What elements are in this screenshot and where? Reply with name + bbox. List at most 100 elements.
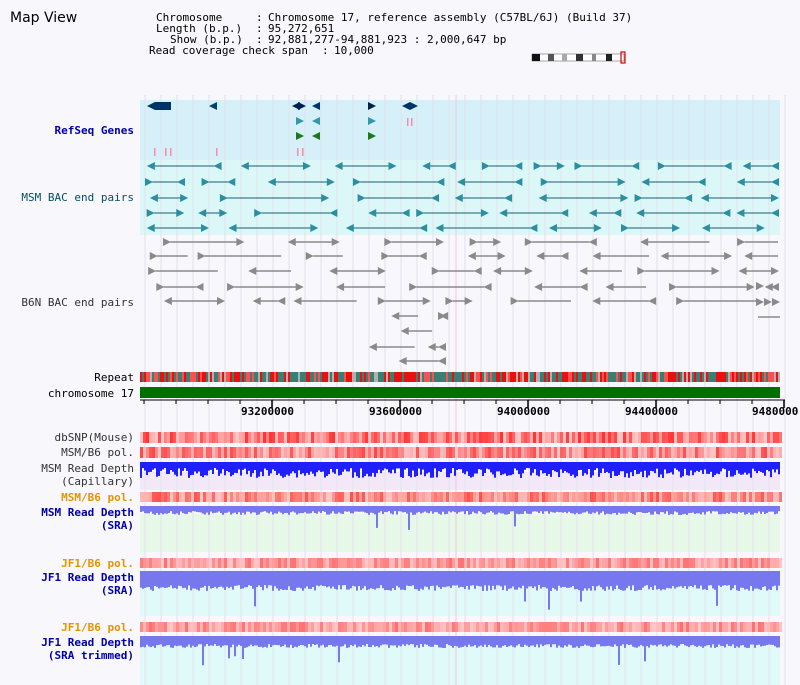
jf1-trim-depth-bar	[394, 636, 396, 646]
jf1-trim-depth-bar	[158, 636, 160, 645]
jf1-pol2-heat-cell	[230, 622, 233, 632]
msm-sra-depth-bar	[612, 506, 614, 514]
jf1-trim-depth-bar	[722, 636, 724, 647]
jf1-pol-heat-cell	[215, 558, 218, 568]
jf1-trim-depth-bar	[342, 636, 344, 647]
msm-pol2-heat-cell	[683, 492, 686, 502]
jf1-pol2-heat-cell	[473, 622, 476, 632]
jf1-sra-depth-bar	[260, 571, 262, 587]
b6n-bac-end-arrow	[579, 283, 588, 291]
jf1-pol-heat-cell	[773, 558, 776, 568]
msm-capillary-depth-bar	[194, 462, 196, 472]
jf1-pol2-heat-cell	[317, 622, 320, 632]
jf1-pol-heat-cell	[428, 558, 431, 568]
jf1-pol-heat-cell	[647, 558, 650, 568]
jf1-sra-depth-bar	[254, 571, 256, 607]
msm-capillary-depth-bar	[354, 462, 356, 473]
repeat-segment	[388, 372, 390, 382]
jf1-pol2-heat-cell	[224, 622, 227, 632]
jf1-sra-depth-bar	[466, 571, 468, 587]
msm-capillary-depth-bar	[358, 462, 360, 478]
jf1-trim-depth-bar	[358, 636, 360, 647]
msm-sra-depth-bar	[150, 506, 152, 512]
dbsnp-heat-cell	[419, 432, 422, 443]
msm-bac-end-arrow	[756, 224, 765, 232]
jf1-sra-depth-bar	[380, 571, 382, 586]
repeat-segment	[336, 372, 338, 382]
repeat-segment	[498, 372, 500, 382]
msm-bac-end-arrow	[267, 178, 276, 186]
b6n-bac-end-arrow	[331, 238, 340, 246]
msm-sra-depth-bar	[456, 506, 458, 514]
repeat-segment	[664, 372, 666, 382]
msm-sra-depth-bar	[476, 506, 478, 514]
dbsnp-heat-cell	[146, 432, 149, 443]
msm-sra-depth-bar	[690, 506, 692, 513]
msm-sra-depth-bar	[664, 506, 666, 514]
msm-sra-depth-bar	[694, 506, 696, 514]
msm-sra-depth-bar	[366, 506, 368, 514]
msm-pol2-heat-cell	[389, 492, 392, 502]
dbsnp-heat-cell	[443, 432, 446, 443]
jf1-pol2-heat-cell	[545, 622, 548, 632]
jf1-trim-depth-bar	[398, 636, 400, 646]
jf1-trim-depth-bar	[270, 636, 272, 648]
repeat-segment	[144, 372, 146, 382]
jf1-pol2-heat-cell	[353, 622, 356, 632]
dbsnp-heat-cell	[488, 432, 491, 443]
msm-capillary-depth-bar	[510, 462, 512, 476]
jf1-trim-depth-bar	[196, 636, 198, 647]
dbsnp-heat-cell	[374, 432, 377, 443]
jf1-pol-heat-cell	[533, 558, 536, 568]
repeat-segment	[274, 372, 276, 382]
jf1-pol2-heat-cell	[707, 622, 710, 632]
jf1-trim-depth-bar	[272, 636, 274, 646]
jf1-trim-depth-bar	[152, 636, 154, 647]
msm-capillary-depth-bar	[424, 462, 426, 477]
msm-sra-depth-bar	[190, 506, 192, 513]
jf1-pol2-heat-cell	[299, 622, 302, 632]
jf1-trim-depth-bar	[620, 636, 622, 646]
msm-bac-end-arrow	[514, 162, 523, 170]
jf1-sra-depth-bar	[534, 571, 536, 587]
msm-capillary-depth-bar	[396, 462, 398, 469]
jf1-trim-depth-bar	[290, 636, 292, 645]
jf1-pol-heat-cell	[677, 558, 680, 568]
b6n-bac-end-arrow	[248, 267, 257, 275]
dbsnp-heat-cell	[449, 432, 452, 443]
jf1-pol-heat-cell	[482, 558, 485, 568]
jf1-sra-depth-bar	[314, 571, 316, 591]
jf1-sra-depth-bar	[250, 571, 252, 586]
jf1-trim-depth-bar	[616, 636, 618, 647]
msm-pol-heat-cell	[155, 447, 158, 458]
jf1-trim-depth-bar	[508, 636, 510, 647]
jf1-pol-heat-cell	[479, 558, 482, 568]
dbsnp-heat-cell	[275, 432, 278, 443]
msm-capillary-depth-bar	[608, 462, 610, 474]
dbsnp-heat-cell	[620, 432, 623, 443]
msm-capillary-depth-bar	[658, 462, 660, 478]
msm-sra-depth-bar	[418, 506, 420, 512]
msm-pol-heat-cell	[608, 447, 611, 458]
jf1-pol-heat-cell	[590, 558, 593, 568]
jf1-trim-depth-bar	[772, 636, 774, 645]
msm-pol-heat-cell	[599, 447, 602, 458]
msm-pol-heat-cell	[695, 447, 698, 458]
repeat-segment	[518, 372, 520, 382]
jf1-trim-depth-bar	[210, 636, 212, 646]
jf1-pol2-heat-cell	[773, 622, 776, 632]
jf1-trim-depth-bar	[218, 636, 220, 646]
jf1-sra-depth-bar	[448, 571, 450, 587]
axis-tick-label: 93600000	[369, 405, 422, 418]
dbsnp-heat-cell	[323, 432, 326, 443]
jf1-pol-heat-cell	[581, 558, 584, 568]
msm-bac-end-arrow	[180, 194, 189, 202]
msm-bac-end-arrow	[419, 224, 428, 232]
jf1-sra-depth-bar	[588, 571, 590, 589]
jf1-sra-depth-bar	[402, 571, 404, 590]
msm-pol2-heat-cell	[383, 492, 386, 502]
dbsnp-heat-cell	[413, 432, 416, 443]
jf1-trim-depth-bar	[572, 636, 574, 648]
dbsnp-heat-cell	[347, 432, 350, 443]
